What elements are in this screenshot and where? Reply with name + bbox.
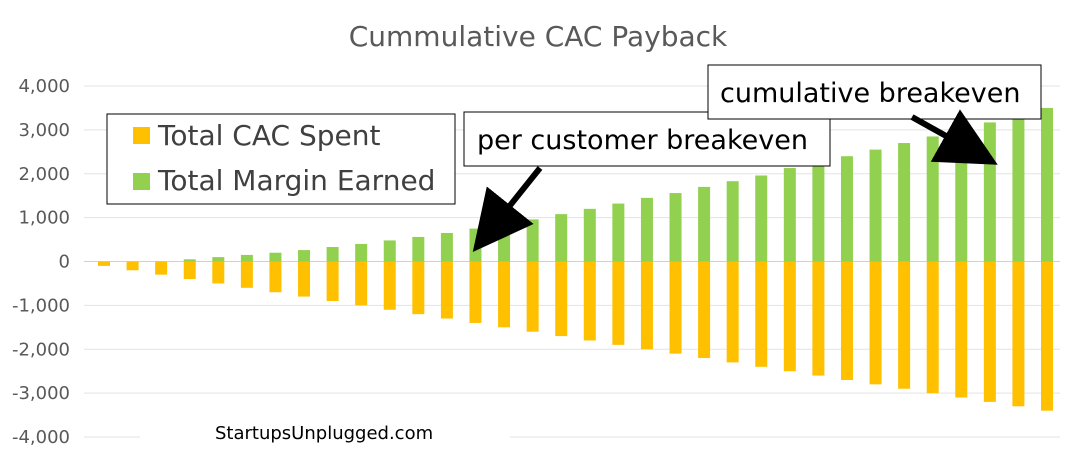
bar-margin-earned [669, 193, 682, 262]
bar-margin-earned [298, 250, 311, 262]
bar-cac-spent [155, 261, 168, 275]
bar-cac-spent [783, 261, 796, 372]
bar-margin-earned [840, 156, 853, 262]
bar-cac-spent [1041, 261, 1053, 411]
bar-margin-earned [412, 236, 425, 262]
y-tick-label: -4,000 [12, 427, 70, 448]
y-tick-label: -2,000 [12, 339, 70, 360]
bar-cac-spent [555, 261, 568, 337]
bar-margin-earned [526, 219, 539, 262]
bar-margin-earned [612, 203, 625, 262]
bar-margin-earned [326, 247, 339, 262]
bar-cac-spent [726, 261, 739, 363]
bar-margin-earned [983, 122, 996, 262]
bar-margin-earned [726, 181, 739, 262]
annotation-cumulative: cumulative breakeven [707, 64, 1042, 165]
bar-margin-earned [783, 168, 796, 262]
bar-cac-spent [869, 261, 882, 385]
bar-cac-spent [183, 261, 196, 280]
bar-margin-earned [383, 240, 396, 262]
bar-cac-spent [669, 261, 682, 354]
bar-cac-spent [898, 261, 911, 389]
legend: Total CAC Spent Total Margin Earned [106, 113, 456, 205]
bar-cac-spent [240, 261, 253, 288]
bar-cac-spent [355, 261, 368, 306]
bar-margin-earned [1041, 107, 1053, 262]
legend-swatch-margin [133, 173, 150, 190]
bar-margin-earned [498, 224, 511, 262]
annotation-per-customer: per customer breakeven [463, 111, 831, 253]
bar-cac-spent [498, 261, 511, 328]
bar-margin-earned [212, 257, 225, 262]
bar-margin-earned [440, 232, 453, 262]
annotation-cumulative-text: cumulative breakeven [720, 78, 1020, 109]
y-tick-label: 4,000 [18, 76, 70, 97]
y-tick-label: 3,000 [18, 120, 70, 141]
bar-margin-earned [898, 143, 911, 262]
annotation-cumulative-arrow [910, 109, 998, 165]
chart-title: Cummulative CAC Payback [348, 20, 728, 53]
annotation-per-customer-text: per customer breakeven [477, 125, 808, 156]
bar-margin-earned [640, 197, 653, 262]
bar-cac-spent [440, 261, 453, 319]
y-axis-tick-labels: 4,000 3,000 2,000 1,000 0 -1,000 -2,000 -3,000 -… [12, 76, 70, 448]
bar-cac-spent [98, 261, 110, 266]
bar-margin-earned [698, 186, 711, 262]
bar-cac-spent [612, 261, 625, 345]
bar-cac-spent [383, 261, 396, 310]
y-tick-label: 1,000 [18, 208, 70, 229]
bar-cac-spent [983, 261, 996, 402]
bar-cac-spent [1012, 261, 1025, 407]
legend-swatch-cac [133, 127, 150, 144]
legend-label-margin: Total Margin Earned [157, 164, 435, 197]
bar-cac-spent [212, 261, 225, 284]
annotation-per-customer-box [463, 111, 831, 167]
bar-margin-earned [269, 252, 282, 262]
bar-cac-spent [269, 261, 282, 293]
bar-margin-earned [1012, 115, 1025, 262]
bar-cac-spent [926, 261, 939, 394]
bar-cac-spent [583, 261, 596, 341]
y-tick-label: 2,000 [18, 164, 70, 185]
y-tick-label: -1,000 [12, 295, 70, 316]
bar-cac-spent [955, 261, 968, 398]
bar-margin-earned [755, 175, 768, 262]
watermark-bg [140, 416, 510, 454]
legend-label-cac: Total CAC Spent [157, 119, 380, 152]
bars [98, 107, 1053, 411]
bar-cac-spent [640, 261, 653, 350]
bar-margin-earned [926, 136, 939, 262]
bar-cac-spent [469, 261, 482, 323]
bar-margin-earned [812, 162, 825, 262]
bar-margin-earned [469, 228, 482, 262]
bar-cac-spent [298, 261, 311, 297]
bar-cac-spent [126, 261, 139, 271]
annotation-per-customer-arrow [472, 166, 543, 253]
bar-margin-earned [240, 254, 253, 262]
bar-cac-spent [840, 261, 853, 380]
bar-margin-earned [583, 208, 596, 262]
bar-cac-spent [326, 261, 339, 301]
bar-margin-earned [555, 214, 568, 262]
bar-margin-earned [869, 149, 882, 262]
y-tick-label: -3,000 [12, 383, 70, 404]
bar-margin-earned [355, 243, 368, 262]
watermark-text: StartupsUnplugged.com [215, 423, 433, 444]
bar-cac-spent [812, 261, 825, 376]
legend-box [106, 113, 456, 205]
bar-cac-spent [755, 261, 768, 367]
y-tick-label: 0 [59, 252, 70, 273]
bar-cac-spent [412, 261, 425, 315]
bar-margin-earned [183, 259, 196, 262]
watermark: StartupsUnplugged.com [140, 416, 510, 454]
bar-cac-spent [526, 261, 539, 332]
bar-cac-spent [698, 261, 711, 359]
